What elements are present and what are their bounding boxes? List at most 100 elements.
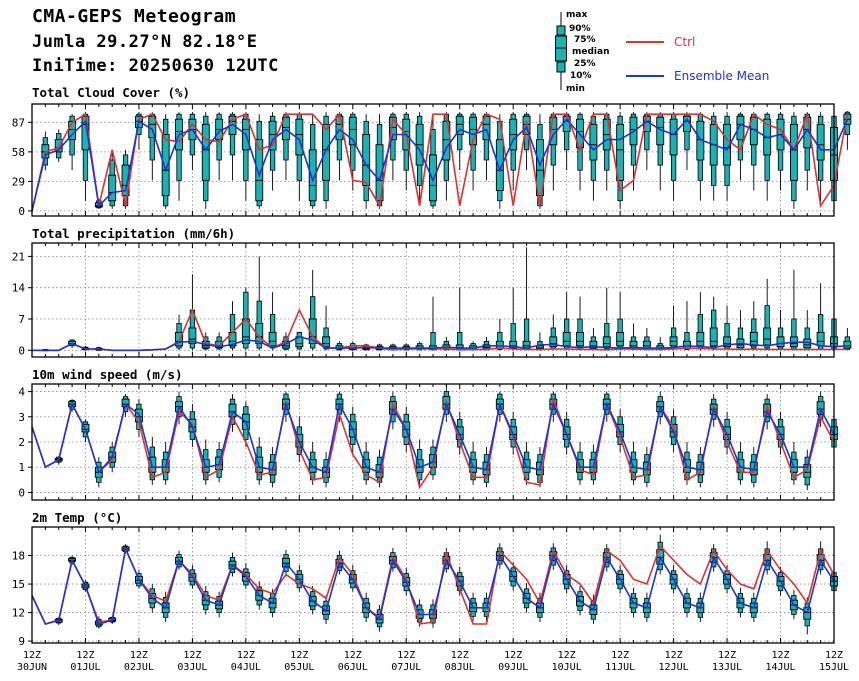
x-hour-label: 12Z — [772, 650, 790, 661]
box-lower — [256, 599, 262, 606]
box-iqr — [268, 331, 277, 347]
box-plot — [295, 332, 304, 351]
box-upper — [243, 568, 249, 574]
box-lower — [283, 139, 289, 161]
x-hour-label: 12Z — [76, 650, 94, 661]
box-iqr — [348, 116, 357, 146]
box-lower — [523, 602, 530, 609]
box-lower — [604, 149, 610, 171]
x-hour-label: 12Z — [504, 650, 522, 661]
box-upper — [630, 113, 637, 118]
box-upper — [791, 115, 797, 125]
box-lower — [256, 200, 262, 207]
box-lower — [804, 476, 810, 486]
box-plot — [282, 112, 290, 181]
box-plot — [455, 287, 464, 351]
box-lower — [310, 343, 316, 349]
legend-label-0: max — [566, 10, 587, 20]
box-upper — [630, 593, 637, 599]
box-plot — [201, 332, 210, 351]
box-upper — [564, 318, 570, 333]
legend-box-lower10 — [556, 61, 566, 73]
box-lower — [269, 474, 276, 483]
box-lower — [176, 149, 182, 181]
box-iqr — [282, 116, 290, 141]
y-tick-label: 0 — [18, 344, 25, 357]
box-upper — [176, 323, 182, 333]
x-date-label: 04JUL — [231, 662, 261, 673]
box-iqr — [549, 336, 558, 348]
box-upper — [470, 597, 476, 604]
box-upper — [42, 137, 49, 146]
box-upper — [470, 451, 476, 461]
x-hour-label: 12Z — [611, 650, 629, 661]
box-plot — [535, 332, 544, 351]
box-upper — [604, 323, 610, 338]
box-upper — [310, 123, 316, 151]
box-plot — [629, 442, 638, 485]
box-upper — [296, 570, 302, 575]
x-hour-label: 12Z — [130, 650, 148, 661]
box-plot — [482, 112, 491, 181]
box-plot — [709, 296, 718, 351]
box-plot — [616, 112, 625, 209]
box-plot — [656, 112, 665, 191]
box-plot — [308, 114, 317, 209]
box-iqr — [201, 123, 210, 181]
box-lower — [269, 149, 276, 171]
box-plot — [522, 442, 531, 485]
box-lower — [243, 343, 249, 349]
box-plot — [455, 112, 464, 171]
box-upper — [363, 451, 369, 461]
legend-label-3: median — [572, 47, 610, 57]
box-upper — [256, 300, 262, 324]
box-upper — [657, 396, 663, 403]
box-plot — [268, 112, 277, 191]
box-plot — [228, 301, 237, 351]
box-lower — [350, 144, 356, 171]
box-upper — [670, 327, 677, 338]
panel-frame — [31, 526, 835, 644]
box-lower — [684, 607, 690, 613]
box-lower — [310, 200, 316, 207]
box-lower — [751, 612, 757, 618]
box-plot — [429, 296, 437, 351]
box-upper — [243, 406, 249, 415]
box-plot — [469, 442, 478, 485]
box-upper — [523, 451, 530, 461]
box-iqr — [429, 154, 437, 202]
box-plot — [683, 112, 691, 171]
box-upper — [817, 115, 824, 125]
box-plot — [188, 274, 197, 351]
box-lower — [590, 159, 597, 181]
box-upper — [403, 413, 409, 423]
box-plot — [723, 305, 732, 351]
y-tick-label: 4 — [18, 386, 25, 399]
box-upper — [510, 418, 516, 428]
box-lower — [670, 154, 677, 181]
box-upper — [216, 336, 222, 342]
x-date-label: 11JUL — [605, 662, 635, 673]
box-upper — [711, 398, 717, 405]
box-lower — [724, 164, 730, 186]
box-plot — [749, 301, 758, 351]
box-lower — [751, 144, 757, 166]
box-lower — [243, 149, 249, 181]
box-plot — [616, 292, 625, 351]
panel-title: 2m Temp (°C) — [32, 510, 122, 525]
box-upper — [376, 123, 383, 146]
box-lower — [791, 179, 797, 202]
box-upper — [296, 426, 302, 435]
box-plot — [215, 112, 224, 181]
panel-frame — [31, 103, 835, 217]
box-plot — [215, 332, 224, 351]
panel-0: Total Cloud Cover (%) 0 29 58 87 — [12, 85, 852, 218]
box-lower — [697, 612, 703, 618]
x-date-label: 01JUL — [70, 662, 100, 673]
box-upper — [149, 446, 155, 458]
box-upper — [497, 332, 503, 342]
y-tick-label: 18 — [12, 550, 25, 563]
box-iqr — [723, 336, 732, 348]
box-plot — [429, 116, 437, 209]
